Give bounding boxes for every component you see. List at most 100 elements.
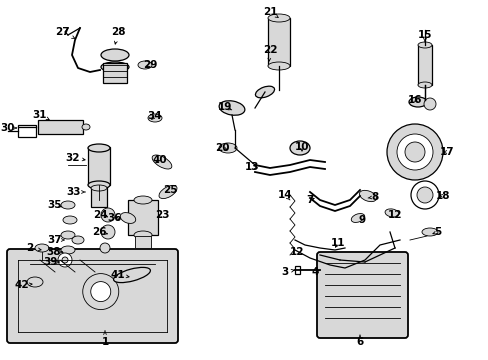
Circle shape: [396, 134, 432, 170]
Bar: [128, 200, 158, 235]
Text: 18: 18: [435, 191, 449, 201]
FancyBboxPatch shape: [316, 252, 407, 338]
Text: 37: 37: [48, 235, 62, 245]
Text: 13: 13: [244, 162, 259, 172]
Ellipse shape: [88, 181, 110, 189]
Circle shape: [58, 253, 72, 267]
FancyBboxPatch shape: [7, 249, 178, 343]
Circle shape: [101, 225, 115, 239]
Ellipse shape: [384, 209, 398, 217]
Text: 40: 40: [152, 155, 167, 165]
Ellipse shape: [134, 196, 152, 204]
Text: 27: 27: [55, 27, 69, 37]
Text: 15: 15: [417, 30, 431, 40]
Text: 24: 24: [93, 210, 107, 220]
Text: 36: 36: [107, 213, 122, 223]
Ellipse shape: [148, 114, 162, 122]
Text: 32: 32: [65, 153, 80, 163]
Text: 25: 25: [163, 185, 177, 195]
Bar: [38, 120, 83, 134]
Ellipse shape: [101, 49, 129, 61]
Text: 35: 35: [48, 200, 62, 210]
Text: 3: 3: [281, 267, 288, 277]
Text: 23: 23: [154, 210, 169, 220]
Ellipse shape: [359, 190, 376, 202]
Text: 38: 38: [47, 247, 61, 257]
Text: 14: 14: [277, 190, 292, 200]
Text: 29: 29: [142, 60, 157, 70]
Ellipse shape: [267, 62, 289, 70]
Text: 28: 28: [110, 27, 125, 37]
Ellipse shape: [61, 201, 75, 209]
Text: 33: 33: [67, 187, 81, 197]
Ellipse shape: [219, 101, 244, 115]
Text: 9: 9: [358, 215, 365, 225]
Text: 30: 30: [1, 123, 15, 133]
Circle shape: [410, 181, 438, 209]
Text: 10: 10: [294, 142, 308, 152]
Bar: [267, 18, 289, 66]
Ellipse shape: [88, 144, 110, 152]
Ellipse shape: [113, 267, 150, 283]
Ellipse shape: [120, 212, 136, 224]
Circle shape: [416, 187, 432, 203]
Ellipse shape: [417, 82, 431, 88]
Bar: [294, 266, 299, 274]
Ellipse shape: [421, 228, 437, 236]
Circle shape: [101, 208, 115, 222]
Text: 42: 42: [15, 280, 29, 290]
Text: 19: 19: [217, 102, 232, 112]
Text: 21: 21: [262, 7, 277, 17]
Ellipse shape: [61, 231, 75, 239]
Text: 11: 11: [330, 238, 345, 248]
Ellipse shape: [82, 124, 90, 130]
Ellipse shape: [408, 97, 426, 107]
Ellipse shape: [72, 236, 84, 244]
Text: 5: 5: [433, 227, 441, 237]
Text: 41: 41: [110, 270, 125, 280]
Bar: [91, 187, 107, 207]
Text: 26: 26: [92, 227, 106, 237]
Circle shape: [62, 257, 68, 263]
Circle shape: [82, 274, 119, 310]
Bar: [18, 125, 36, 137]
Bar: [135, 236, 151, 248]
Ellipse shape: [91, 185, 107, 191]
Ellipse shape: [138, 61, 152, 69]
Text: 6: 6: [356, 337, 363, 347]
Ellipse shape: [61, 246, 75, 254]
Text: 8: 8: [370, 192, 378, 202]
Circle shape: [404, 142, 424, 162]
Ellipse shape: [152, 155, 171, 169]
Circle shape: [91, 282, 110, 302]
Ellipse shape: [350, 213, 364, 222]
Text: 7: 7: [305, 195, 313, 205]
Text: 16: 16: [407, 95, 421, 105]
Text: 20: 20: [214, 143, 229, 153]
Text: 39: 39: [43, 257, 57, 267]
Text: 12: 12: [387, 210, 402, 220]
Text: 17: 17: [439, 147, 453, 157]
Text: 12: 12: [289, 247, 304, 257]
Circle shape: [100, 243, 110, 253]
Ellipse shape: [35, 244, 49, 252]
Bar: [88, 147, 110, 185]
Ellipse shape: [255, 86, 274, 98]
Ellipse shape: [219, 143, 237, 153]
Ellipse shape: [289, 141, 309, 155]
Ellipse shape: [134, 231, 152, 239]
Bar: [103, 63, 127, 83]
Circle shape: [386, 124, 442, 180]
Ellipse shape: [63, 216, 77, 224]
Text: 2: 2: [26, 243, 34, 253]
Text: 22: 22: [262, 45, 277, 55]
Text: 1: 1: [101, 337, 108, 347]
Bar: [417, 45, 431, 85]
Ellipse shape: [27, 277, 43, 287]
Ellipse shape: [101, 62, 129, 72]
Circle shape: [423, 98, 435, 110]
Ellipse shape: [417, 42, 431, 48]
Ellipse shape: [159, 185, 177, 199]
Text: 31: 31: [33, 110, 47, 120]
Text: 4: 4: [311, 267, 318, 277]
